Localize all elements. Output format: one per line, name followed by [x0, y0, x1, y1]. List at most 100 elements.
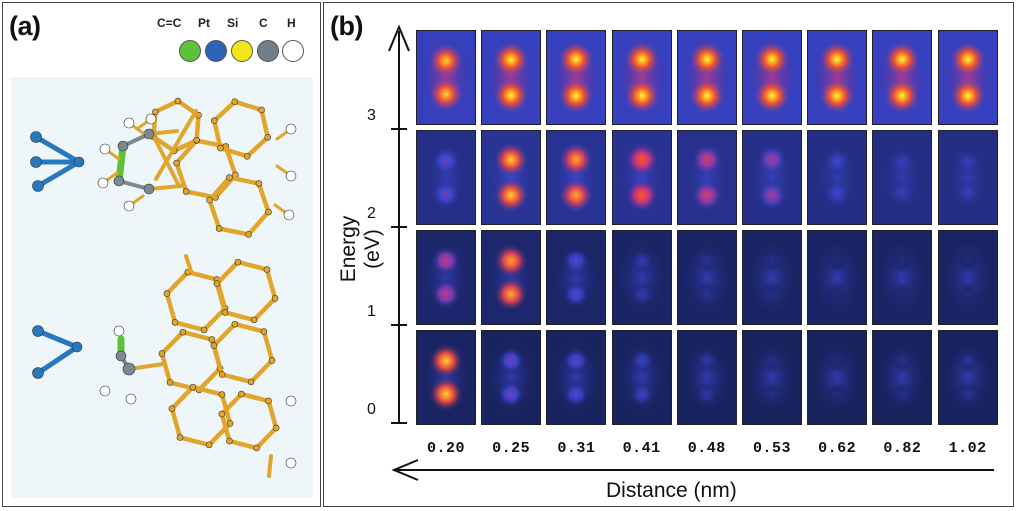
- heatmap-cell-svg: [743, 331, 801, 424]
- c-atom: [115, 350, 127, 362]
- legend-label-4: H: [287, 16, 296, 30]
- si-atom: [213, 280, 221, 287]
- bond: [227, 175, 262, 186]
- h-atom: [285, 457, 297, 469]
- bond: [169, 384, 196, 411]
- bond: [115, 142, 127, 185]
- si-atom: [253, 444, 260, 452]
- heatmap-cell-svg: [873, 331, 932, 424]
- bond: [232, 321, 267, 334]
- bond: [219, 411, 232, 444]
- heatmap-cell-e1-d2: [546, 230, 607, 325]
- h-atom: [113, 325, 125, 337]
- panel-a: (a) C=C Pt Si C H: [2, 2, 321, 507]
- heatmap-cell-svg: [612, 331, 671, 424]
- heatmap-cell-svg: [938, 231, 997, 324]
- bond: [207, 175, 232, 203]
- legend-swatch-0: [179, 40, 201, 62]
- bond: [212, 118, 223, 151]
- si-atom: [226, 437, 233, 445]
- legend-label-1: Pt: [198, 16, 210, 30]
- heatmap-cell-e2-d4: [676, 130, 737, 225]
- bond: [147, 184, 183, 191]
- si-atom: [265, 397, 272, 405]
- si-atom: [250, 316, 258, 324]
- heatmap-cell-e2-d1: [481, 130, 542, 225]
- heatmap-cell-e1-d7: [872, 230, 933, 325]
- h-atom: [283, 209, 295, 221]
- si-atom: [245, 231, 252, 238]
- heatmap-cell-e3-d5: [742, 30, 802, 125]
- bond: [190, 384, 225, 397]
- bond: [35, 344, 80, 376]
- heatmap-cell-e3-d1: [481, 30, 542, 125]
- heatmap-cell-svg: [677, 131, 736, 224]
- bond: [266, 398, 279, 431]
- heatmap-cell-svg: [873, 231, 932, 324]
- bond: [172, 320, 207, 333]
- y-tick-label: 2: [367, 205, 376, 222]
- bond: [267, 454, 273, 478]
- bond: [171, 137, 199, 154]
- bond: [239, 391, 271, 404]
- si-atom: [255, 180, 263, 187]
- si-atom: [247, 378, 255, 386]
- heatmap-cell-svg: [612, 31, 671, 124]
- si-atom: [208, 336, 216, 343]
- heatmap-cell-svg: [482, 331, 541, 424]
- h-atom: [99, 143, 111, 155]
- bond: [149, 129, 181, 188]
- si-atom: [173, 159, 180, 167]
- heatmap-cell-svg: [873, 31, 932, 124]
- h-atom: [285, 123, 297, 135]
- heatmap-cell-e2-d6: [807, 130, 868, 225]
- bond: [211, 343, 225, 377]
- x-tick-label: 0.82: [883, 440, 922, 457]
- heatmap-cell-e3-d2: [546, 30, 607, 125]
- axes-svg: [388, 24, 1003, 481]
- si-atom: [226, 174, 233, 181]
- bond: [227, 438, 259, 451]
- bond: [232, 99, 264, 113]
- bond: [196, 366, 223, 393]
- pt-atom: [32, 180, 44, 192]
- bond: [254, 425, 279, 451]
- si-atom: [189, 383, 197, 391]
- x-tick-label: 0.41: [622, 440, 661, 457]
- si-atom: [168, 405, 176, 412]
- x-tick-label: 0.25: [492, 440, 531, 457]
- heatmap-cell-e0-d7: [872, 330, 933, 425]
- c-atom: [113, 175, 125, 187]
- c-atom: [143, 128, 155, 140]
- si-atom: [218, 410, 226, 418]
- heatmap-cell-e2-d0: [416, 130, 476, 225]
- heatmap-cell-svg: [417, 31, 475, 124]
- si-atom: [271, 295, 279, 302]
- legend-swatch-1: [205, 40, 227, 62]
- bond: [164, 291, 178, 325]
- bond: [154, 109, 198, 181]
- bond: [246, 209, 271, 237]
- h-atom: [145, 113, 157, 125]
- legend-swatch-3: [257, 40, 279, 62]
- heatmap-cell-svg: [547, 31, 606, 124]
- bond: [251, 296, 278, 323]
- si-atom: [272, 424, 280, 432]
- si-atom: [179, 328, 187, 336]
- molecule-structure-diagram: [11, 77, 313, 498]
- bond: [222, 310, 257, 323]
- h-atom: [123, 117, 135, 129]
- heatmap-cell-e3-d8: [937, 30, 998, 125]
- bond: [184, 254, 193, 273]
- heatmap-cell-e0-d2: [546, 330, 607, 425]
- si-atom: [158, 350, 166, 357]
- heatmap-cell-e1-d3: [611, 230, 672, 325]
- legend-swatch-4: [282, 40, 304, 62]
- si-atom: [152, 108, 159, 116]
- bond: [177, 435, 212, 448]
- heatmap-cell-e2-d3: [611, 130, 672, 225]
- si-atom: [210, 117, 218, 125]
- si-atom: [218, 371, 226, 378]
- heatmap-cell-svg: [547, 231, 606, 324]
- legend-label-2: Si: [227, 16, 239, 30]
